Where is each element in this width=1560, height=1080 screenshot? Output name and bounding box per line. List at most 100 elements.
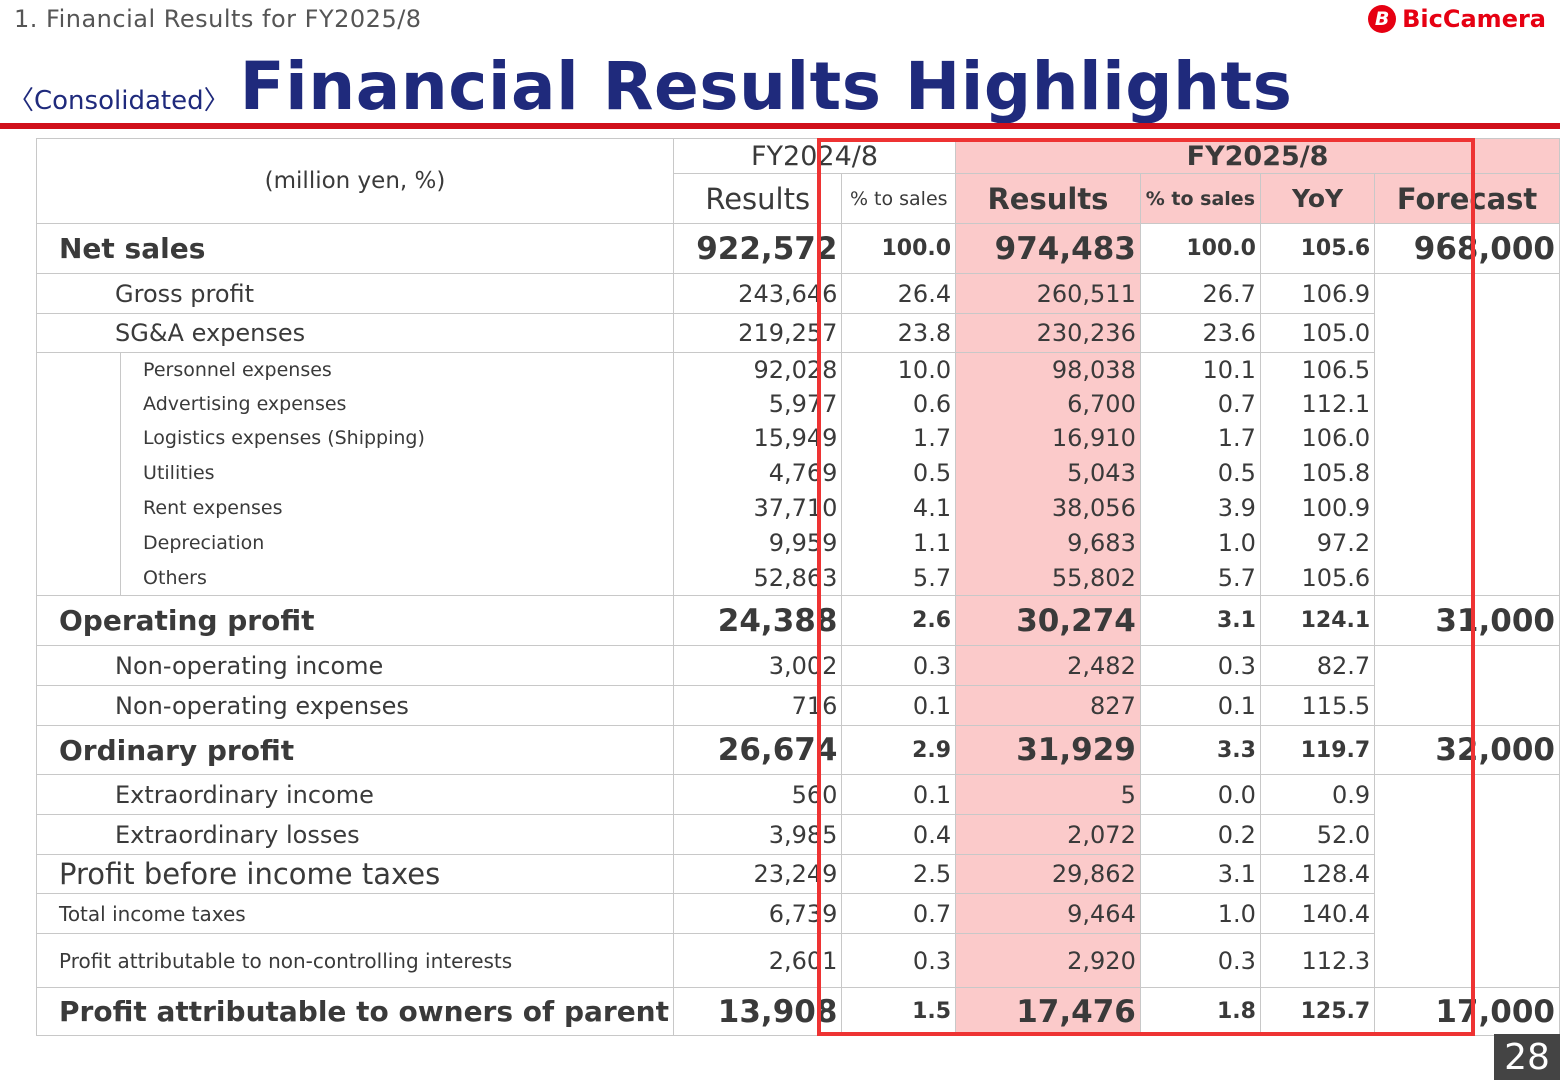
yoy-cell: 100.9: [1259, 490, 1376, 526]
table-row: Non-operating expenses 716 0.1 827 0.1 1…: [36, 685, 1560, 726]
yoy-cell: 106.9: [1259, 273, 1376, 314]
curr-pct-cell: 10.1: [1139, 352, 1261, 387]
row-label: Personnel expenses: [120, 352, 674, 387]
curr-pct-cell: 0.7: [1139, 386, 1261, 421]
logo-mark-icon: B: [1368, 5, 1397, 33]
row-label: Profit attributable to non-controlling i…: [36, 933, 674, 988]
table-row: Others 52,863 5.7 55,802 5.7 105.6: [37, 560, 1560, 596]
row-label: Profit before income taxes: [36, 854, 674, 894]
row-label: SG&A expenses: [36, 313, 674, 353]
prev-pct-cell: 0.3: [841, 645, 957, 686]
curr-pct-cell: 100.0: [1139, 223, 1261, 274]
table-row: Total income taxes 6,739 0.7 9,464 1.0 1…: [36, 893, 1560, 934]
curr-results-cell: 9,464: [955, 893, 1141, 934]
curr-pct-cell: 0.1: [1139, 685, 1261, 726]
prev-results-cell: 24,388: [672, 595, 843, 646]
company-logo: B BicCamera: [1368, 5, 1546, 33]
curr-results-cell: 30,274: [955, 595, 1141, 646]
yoy-cell: 112.3: [1259, 933, 1376, 988]
curr-results-cell: 2,482: [955, 645, 1141, 686]
prev-pct-cell: 1.7: [841, 420, 957, 456]
prev-results-cell: 922,572: [672, 223, 843, 274]
prev-results-cell: 9,959: [672, 525, 843, 561]
row-label: Gross profit: [36, 273, 674, 314]
prev-pct-cell: 10.0: [841, 352, 957, 387]
prev-results-cell: 92,028: [672, 352, 843, 387]
prev-pct-cell: 1.1: [841, 525, 957, 561]
table-row: Profit before income taxes 23,249 2.5 29…: [36, 854, 1560, 894]
yoy-cell: 128.4: [1259, 854, 1376, 894]
title-tag: 〈Consolidated〉: [8, 86, 230, 116]
curr-results-cell: 31,929: [955, 725, 1141, 775]
curr-results-cell: 5: [955, 774, 1141, 815]
curr-results-cell: 29,862: [955, 854, 1141, 894]
row-label: Net sales: [36, 223, 674, 274]
yoy-cell: 125.7: [1259, 987, 1376, 1036]
prev-pct-cell: 1.5: [841, 987, 957, 1036]
fy-prev-header: FY2024/8: [672, 138, 957, 174]
page-title: 〈Consolidated〉 Financial Results Highlig…: [8, 48, 1292, 125]
unit-label: (million yen, %): [36, 138, 674, 224]
forecast-header: Forecast: [1374, 173, 1560, 224]
table-row: Operating profit 24,388 2.6 30,274 3.1 1…: [36, 595, 1560, 646]
title-main: Financial Results Highlights: [239, 48, 1293, 125]
title-divider: [0, 123, 1560, 129]
prev-results-header: Results: [672, 173, 843, 224]
row-label: Non-operating income: [36, 645, 674, 686]
table-row: Extraordinary losses 3,985 0.4 2,072 0.2…: [36, 814, 1560, 855]
row-label: Ordinary profit: [36, 725, 674, 775]
curr-results-cell: 260,511: [955, 273, 1141, 314]
row-label: Operating profit: [36, 595, 674, 646]
prev-pct-cell: 26.4: [841, 273, 957, 314]
yoy-cell: 140.4: [1259, 893, 1376, 934]
table-row: Utilities 4,769 0.5 5,043 0.5 105.8: [37, 455, 1560, 491]
row-label: Depreciation: [120, 525, 674, 561]
prev-results-cell: 6,739: [672, 893, 843, 934]
table-row: Ordinary profit 26,674 2.9 31,929 3.3 11…: [36, 725, 1560, 775]
row-label: Extraordinary income: [36, 774, 674, 815]
yoy-cell: 106.0: [1259, 420, 1376, 456]
row-label: Rent expenses: [120, 490, 674, 526]
curr-pct-cell: 0.5: [1139, 455, 1261, 491]
table-row: Depreciation 9,959 1.1 9,683 1.0 97.2: [37, 525, 1560, 561]
indent-spacer: [35, 352, 122, 596]
forecast-cell: 17,000: [1374, 987, 1560, 1036]
curr-pct-cell: 0.3: [1139, 645, 1261, 686]
prev-results-cell: 52,863: [672, 560, 843, 596]
curr-pct-cell: 5.7: [1139, 560, 1261, 596]
table-row: Personnel expenses 92,028 10.0 98,038 10…: [35, 352, 1560, 596]
prev-results-cell: 219,257: [672, 313, 843, 353]
prev-pct-cell: 0.1: [841, 774, 957, 815]
prev-results-cell: 2,601: [672, 933, 843, 988]
curr-results-cell: 974,483: [955, 223, 1141, 274]
prev-pct-cell: 2.9: [841, 725, 957, 775]
forecast-cell: 32,000: [1374, 725, 1560, 775]
table-row: Rent expenses 37,710 4.1 38,056 3.9 100.…: [37, 490, 1560, 526]
forecast-cell: 31,000: [1374, 595, 1560, 646]
section-label: 1. Financial Results for FY2025/8: [14, 5, 422, 33]
forecast-blank: [1374, 774, 1560, 988]
fy-curr-header: FY2025/8: [955, 138, 1560, 174]
table-row: Profit attributable to owners of parent …: [36, 987, 1560, 1036]
curr-pct-cell: 0.0: [1139, 774, 1261, 815]
curr-results-cell: 38,056: [955, 490, 1141, 526]
yoy-cell: 82.7: [1259, 645, 1376, 686]
prev-results-cell: 243,646: [672, 273, 843, 314]
prev-results-cell: 3,002: [672, 645, 843, 686]
yoy-cell: 97.2: [1259, 525, 1376, 561]
curr-pct-cell: 0.3: [1139, 933, 1261, 988]
curr-pct-cell: 1.8: [1139, 987, 1261, 1036]
prev-results-cell: 3,985: [672, 814, 843, 855]
prev-pct-cell: 0.7: [841, 893, 957, 934]
logo-text: BicCamera: [1402, 5, 1546, 33]
curr-pct-cell: 1.0: [1139, 525, 1261, 561]
curr-results-cell: 6,700: [955, 386, 1141, 421]
curr-results-cell: 16,910: [955, 420, 1141, 456]
curr-results-cell: 9,683: [955, 525, 1141, 561]
forecast-blank: [1374, 273, 1560, 596]
prev-results-cell: 716: [672, 685, 843, 726]
page-number: 28: [1494, 1034, 1560, 1080]
financial-results-table: (million yen, %) FY2024/8 FY2025/8 Resul…: [35, 138, 1560, 1036]
curr-pct-cell: 23.6: [1139, 313, 1261, 353]
prev-pct-cell: 2.6: [841, 595, 957, 646]
